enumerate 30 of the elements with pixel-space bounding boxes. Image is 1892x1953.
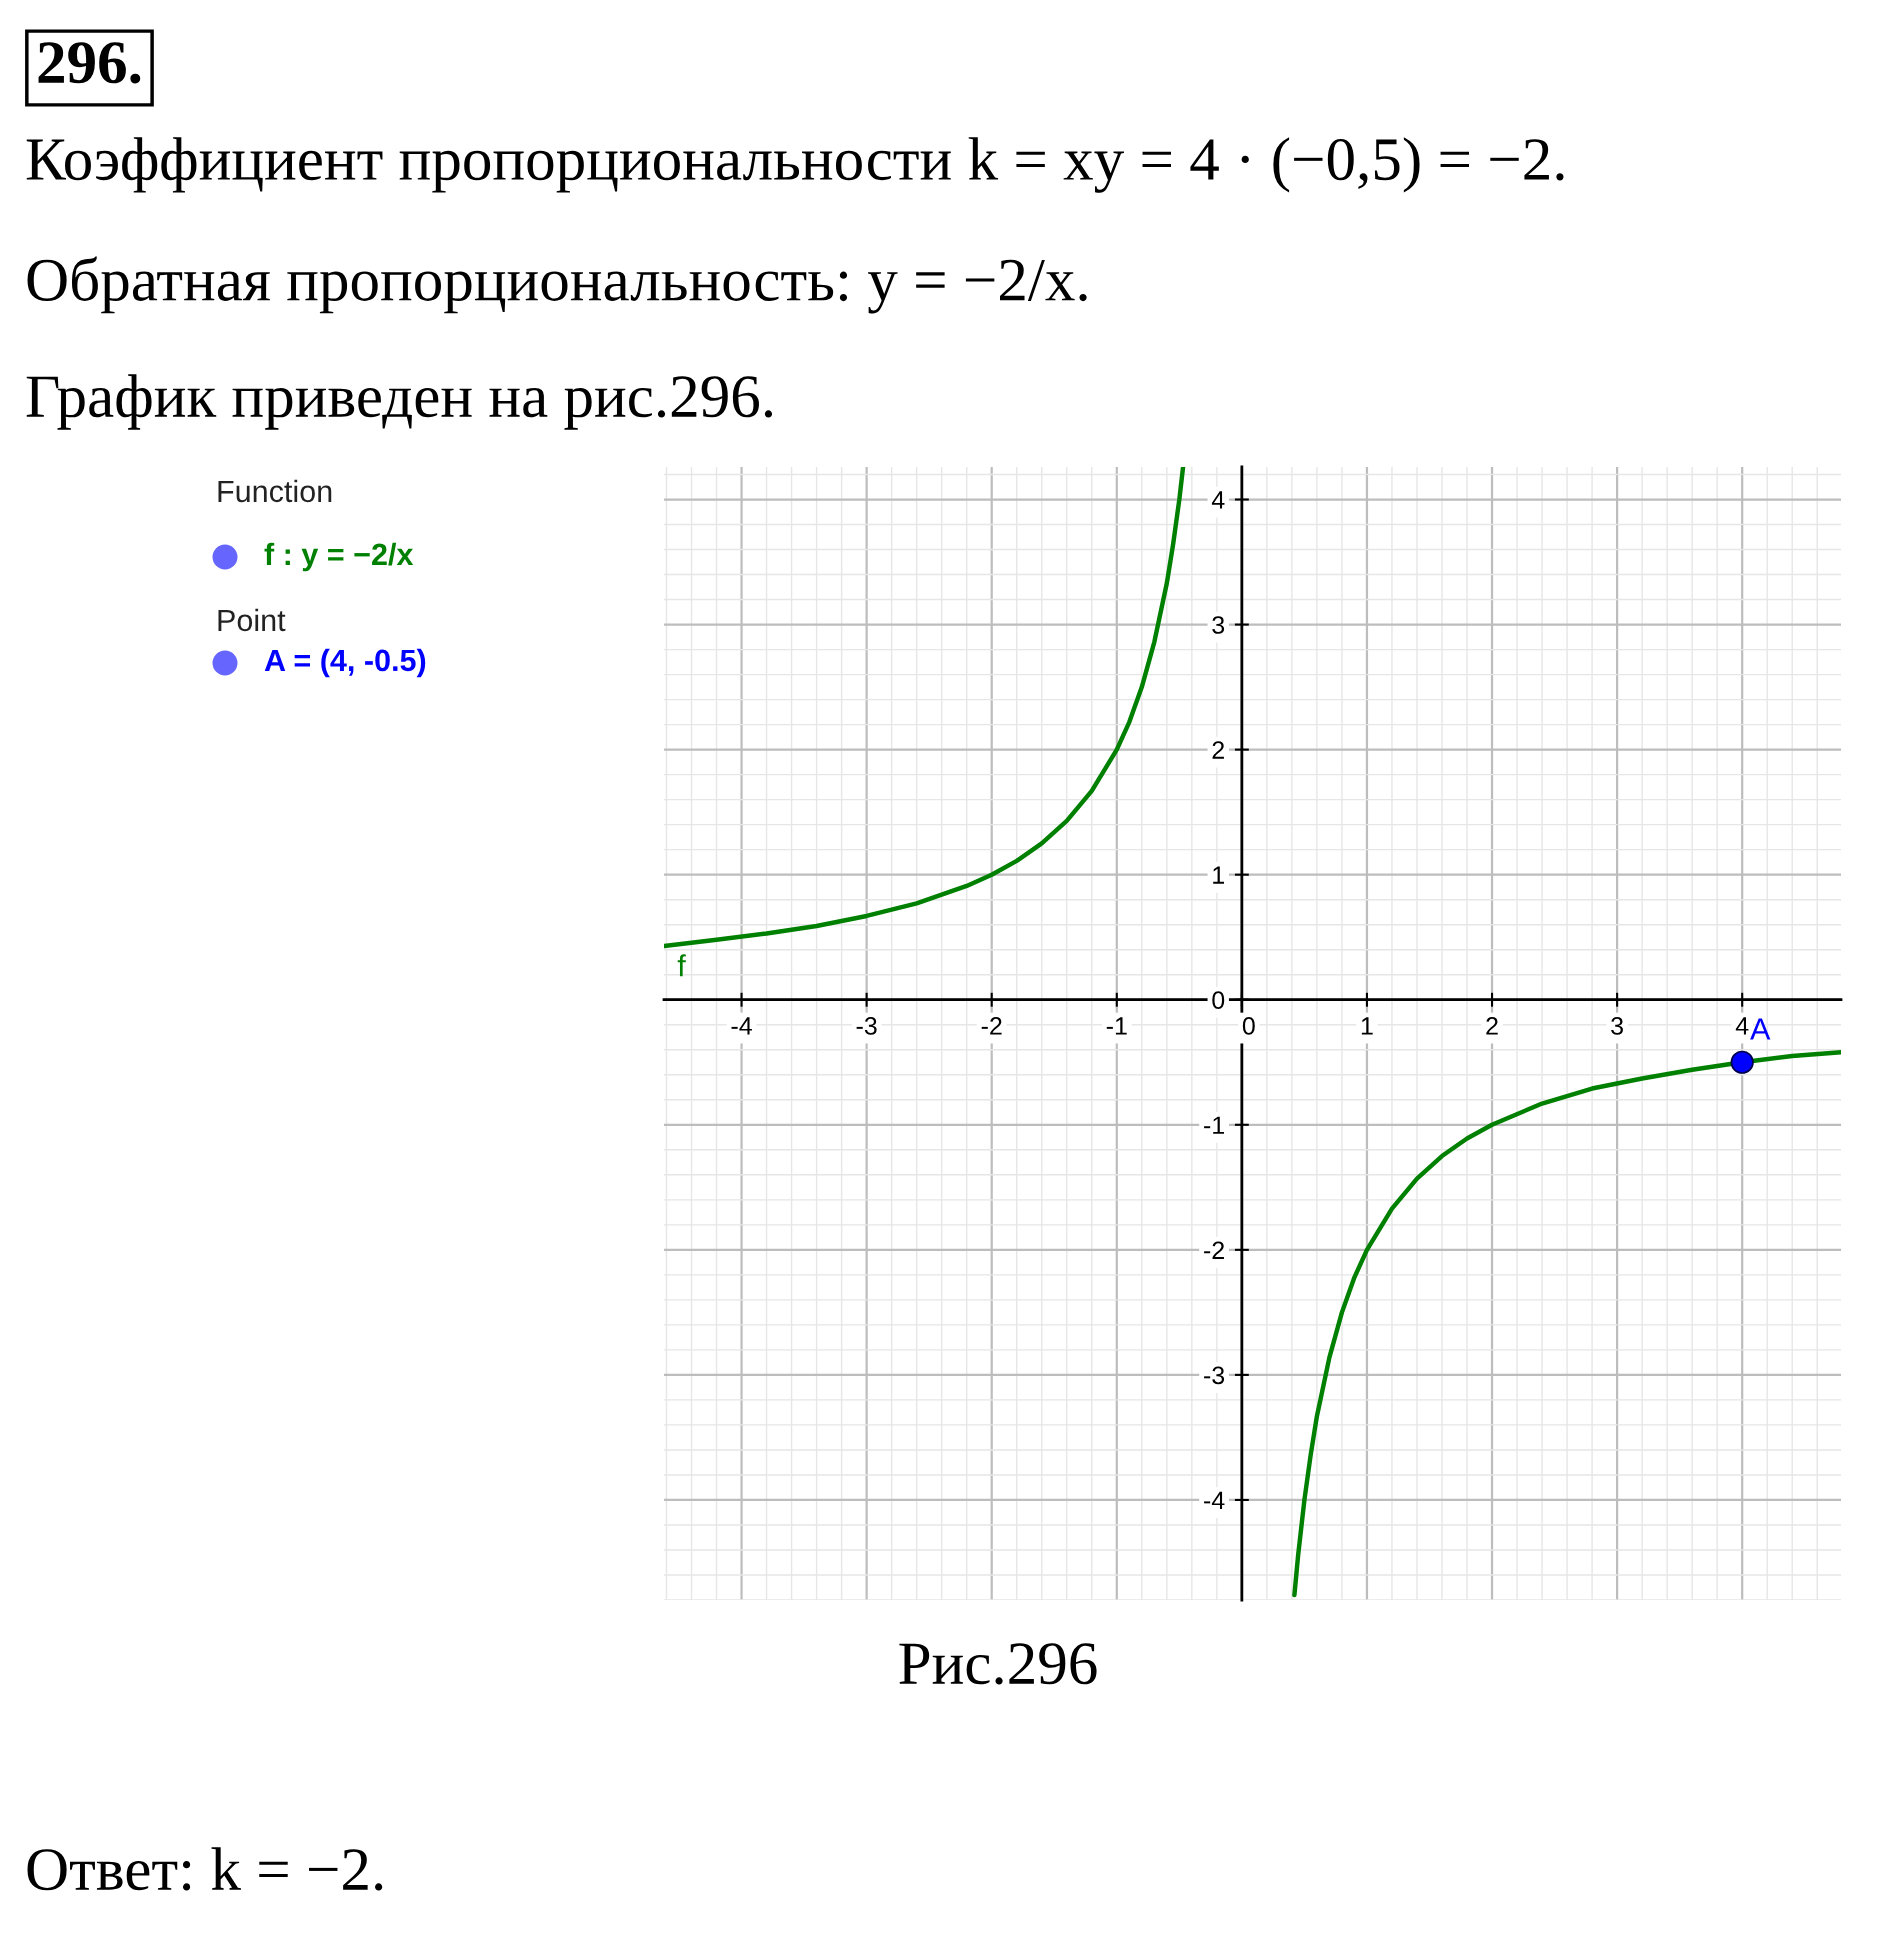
text: A = (4, -0.5) (264, 648, 426, 678)
text: Function (218, 479, 332, 503)
text: f : y = −2/x (264, 542, 414, 572)
y-tick-label: -4 (1204, 1491, 1225, 1510)
x-tick-label: 3 (1611, 1017, 1623, 1035)
text: Ответ: k = −2. (27, 1847, 383, 1891)
y-tick-label: -3 (1204, 1366, 1225, 1385)
text: Обратная пропорциональность: y = −2/x. (27, 256, 1087, 314)
x-tick-label: -4 (731, 1017, 752, 1035)
y-tick-label: 2 (1212, 741, 1224, 759)
text: Коэффициент пропорциональности k = xy = 4 · (−0,5) = −2. (26, 137, 1564, 193)
y-tick-label: -2 (1204, 1241, 1224, 1259)
x-tick-label: 1 (1361, 1017, 1373, 1035)
text: Рис.296 (899, 1643, 1097, 1685)
y-tick-label: -1 (1204, 1116, 1224, 1134)
y-tick-label: 4 (1211, 491, 1225, 509)
annotation: A (1750, 1018, 1771, 1040)
x-tick-label: 4 (1735, 1017, 1749, 1035)
text: График приведен на рис.296. (26, 374, 773, 430)
x-tick-label: 2 (1486, 1017, 1498, 1035)
y-tick-label: 3 (1212, 616, 1225, 634)
y-tick-label: 0 (1212, 991, 1225, 1010)
annotation: f (677, 954, 686, 977)
text: Point (218, 608, 286, 632)
x-tick-label: 0 (1242, 1017, 1255, 1035)
x-tick-label: -2 (981, 1017, 1002, 1035)
y-tick-label: 1 (1213, 866, 1224, 884)
text: 296. (38, 42, 141, 84)
x-tick-label: -3 (856, 1017, 877, 1035)
x-tick-label: -1 (1106, 1017, 1127, 1035)
